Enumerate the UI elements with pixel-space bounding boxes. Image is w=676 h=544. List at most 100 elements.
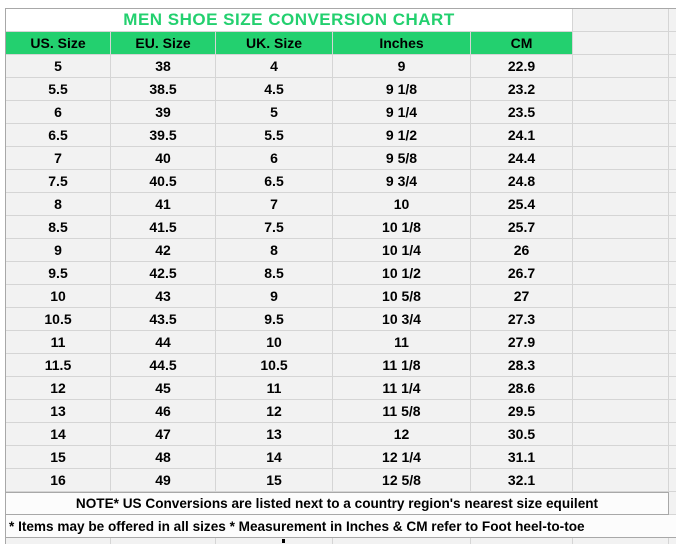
empty-cell (573, 32, 669, 55)
table-row: 15 48 14 12 1/4 31.1 (6, 446, 676, 469)
table-cell: 41 (111, 193, 216, 216)
table-cell: 13 (6, 400, 111, 423)
empty-cell (573, 262, 669, 285)
table-row: 5 38 4 9 22.9 (6, 55, 676, 78)
table-row: 10 43 9 10 5/8 27 (6, 285, 676, 308)
table-cell: 8.5 (6, 216, 111, 239)
empty-cell (573, 124, 669, 147)
empty-cell (573, 170, 669, 193)
table-cell: 15 (6, 446, 111, 469)
empty-cell (669, 354, 676, 377)
table-body: 5 38 4 9 22.9 5.5 38.5 4.5 9 1/8 23.2 6 39 5 9 1/4 23.… (6, 55, 676, 492)
empty-cell (573, 446, 669, 469)
table-cell: 9 (333, 55, 471, 78)
table-cell: 16 (6, 469, 111, 492)
table-cell: 9 5/8 (333, 147, 471, 170)
table-cell: 27.9 (471, 331, 573, 354)
empty-cell (669, 124, 676, 147)
table-cell: 41.5 (111, 216, 216, 239)
table-row: 9 42 8 10 1/4 26 (6, 239, 676, 262)
empty-cell (216, 538, 333, 544)
table-cell: 10 1/4 (333, 239, 471, 262)
table-cell: 9.5 (216, 308, 333, 331)
items-note-text: * Items may be offered in all sizes * Me… (6, 515, 676, 538)
empty-cell (669, 469, 676, 492)
table-cell: 9 (6, 239, 111, 262)
column-header: UK. Size (216, 32, 333, 55)
conversion-chart-table: MEN SHOE SIZE CONVERSION CHART US. Size E… (5, 8, 676, 544)
table-cell: 31.1 (471, 446, 573, 469)
table-cell: 4 (216, 55, 333, 78)
empty-cell (573, 216, 669, 239)
table-cell: 47 (111, 423, 216, 446)
table-cell: 38 (111, 55, 216, 78)
table-cell: 5 (6, 55, 111, 78)
empty-cell (573, 354, 669, 377)
empty-cell (6, 538, 111, 544)
table-row: 11.5 44.5 10.5 11 1/8 28.3 (6, 354, 676, 377)
table-cell: 25.4 (471, 193, 573, 216)
table-cell: 11 (216, 377, 333, 400)
empty-cell (669, 147, 676, 170)
table-cell: 11.5 (6, 354, 111, 377)
empty-cell (573, 423, 669, 446)
table-cell: 23.2 (471, 78, 573, 101)
empty-cell (669, 170, 676, 193)
table-cell: 12 1/4 (333, 446, 471, 469)
column-header: US. Size (6, 32, 111, 55)
table-cell: 6.5 (6, 124, 111, 147)
table-cell: 29.5 (471, 400, 573, 423)
table-row: 8.5 41.5 7.5 10 1/8 25.7 (6, 216, 676, 239)
table-cell: 10 (6, 285, 111, 308)
table-cell: 6 (216, 147, 333, 170)
table-cell: 40 (111, 147, 216, 170)
table-row: 8 41 7 10 25.4 (6, 193, 676, 216)
table-row: 10.5 43.5 9.5 10 3/4 27.3 (6, 308, 676, 331)
table-row: 6 39 5 9 1/4 23.5 (6, 101, 676, 124)
table-cell: 32.1 (471, 469, 573, 492)
table-cell: 23.5 (471, 101, 573, 124)
column-header: Inches (333, 32, 471, 55)
table-cell: 11 1/4 (333, 377, 471, 400)
table-cell: 10 (333, 193, 471, 216)
table-cell: 25.7 (471, 216, 573, 239)
column-header: CM (471, 32, 573, 55)
table-cell: 30.5 (471, 423, 573, 446)
table-cell: 7.5 (6, 170, 111, 193)
clipped-text-fragment (282, 539, 285, 543)
table-cell: 13 (216, 423, 333, 446)
table-cell: 45 (111, 377, 216, 400)
empty-cell (573, 331, 669, 354)
clipped-bottom-row (6, 538, 676, 544)
table-cell: 4.5 (216, 78, 333, 101)
table-header-row: US. Size EU. Size UK. Size Inches CM (6, 32, 676, 55)
empty-cell (573, 400, 669, 423)
note-row: NOTE* US Conversions are listed next to … (6, 492, 676, 515)
empty-cell (573, 538, 669, 544)
table-cell: 46 (111, 400, 216, 423)
table-cell: 44 (111, 331, 216, 354)
table-cell: 22.9 (471, 55, 573, 78)
table-cell: 9 1/8 (333, 78, 471, 101)
table-cell: 9.5 (6, 262, 111, 285)
table-cell: 9 1/2 (333, 124, 471, 147)
table-cell: 39.5 (111, 124, 216, 147)
table-cell: 39 (111, 101, 216, 124)
table-cell: 8 (6, 193, 111, 216)
empty-cell (471, 538, 573, 544)
empty-cell (333, 538, 471, 544)
empty-cell (573, 55, 669, 78)
table-row: 14 47 13 12 30.5 (6, 423, 676, 446)
table-cell: 26 (471, 239, 573, 262)
table-cell: 10.5 (6, 308, 111, 331)
table-cell: 28.6 (471, 377, 573, 400)
table-cell: 5.5 (216, 124, 333, 147)
empty-cell (573, 239, 669, 262)
empty-cell (669, 193, 676, 216)
table-cell: 24.8 (471, 170, 573, 193)
empty-cell (111, 538, 216, 544)
table-cell: 11 5/8 (333, 400, 471, 423)
empty-cell (669, 492, 676, 515)
page-title: MEN SHOE SIZE CONVERSION CHART (6, 9, 573, 32)
table-cell: 5 (216, 101, 333, 124)
